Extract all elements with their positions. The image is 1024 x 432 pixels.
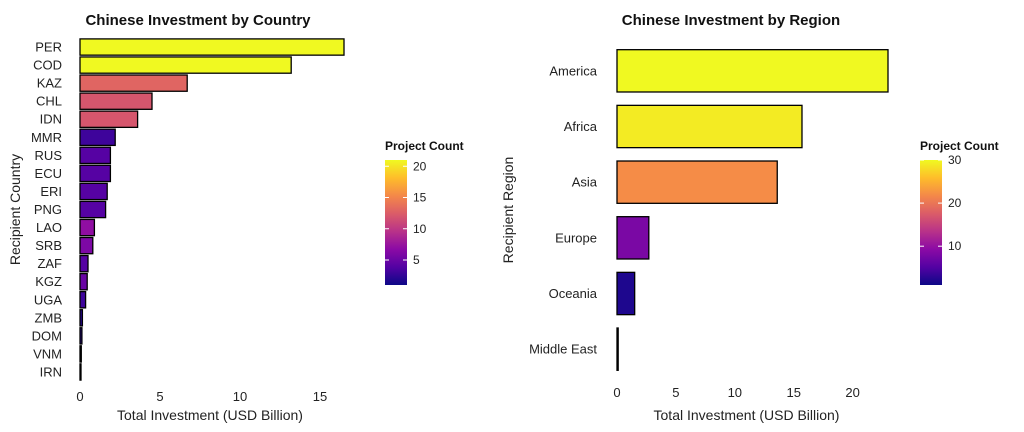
legend-title: Project Count [920,139,999,153]
y-tick-label: MMR [31,130,62,145]
bar-zaf [79,254,89,273]
x-tick-label: 10 [233,389,247,404]
bar-vnm [79,345,82,363]
bar-asia [616,160,778,204]
y-tick-label: KAZ [37,76,62,91]
colorbar-legend: Project Count 10 20 30 [920,139,999,285]
y-tick-label: Africa [564,119,598,134]
bar-cod [79,56,292,74]
y-tick-label: SRB [35,238,62,253]
y-tick-label: KGZ [35,274,62,289]
colorbar [385,160,407,285]
bar-irn [79,363,82,381]
x-tick-label: 10 [728,385,742,400]
chart-title: Chinese Investment by Region [622,12,840,29]
bar-america [616,49,889,93]
x-tick-label: 5 [672,385,679,400]
legend-title: Project Count [385,139,464,153]
bar-kaz [79,74,188,92]
y-tick-label: Europe [555,230,597,245]
colorbar-legend: Project Count 5 10 15 20 [385,139,464,285]
legend-tick-label: 15 [413,191,427,205]
y-tick-label: IRN [40,364,62,379]
legend-tick-label: 20 [948,196,962,210]
y-tick-label: LAO [36,220,62,235]
bar-eri [79,182,108,201]
bar-idn [79,110,139,129]
y-tick-label: RUS [35,148,63,163]
chart-panel-2: Chinese Investment by Region America Afric… [500,12,999,423]
bar-africa [616,104,803,149]
x-tick-label: 5 [156,389,163,404]
x-tick-label: 20 [845,385,859,400]
y-tick-label: ZMB [35,310,62,325]
bar-per [79,38,345,56]
bar-mmr [79,128,116,147]
y-tick-label: Middle East [529,342,597,357]
legend-tick-label: 30 [948,153,962,167]
legend-tick-label: 5 [413,253,420,267]
bar-middle-east [616,327,619,371]
y-tick-label: ZAF [37,256,62,271]
chart-title: Chinese Investment by Country [85,12,311,29]
legend-tick-label: 10 [948,239,962,253]
x-tick-label: 15 [313,389,327,404]
bar-kgz [79,272,88,291]
y-tick-label: ECU [35,166,62,181]
x-tick-label: 0 [613,385,620,400]
bar-rus [79,146,112,165]
y-tick-label: DOM [32,328,62,343]
y-tick-label: IDN [40,112,62,127]
chart-panel-1: Chinese Investment by Country PER COD KAZ CH… [7,12,464,423]
y-tick-label: Oceania [549,286,598,301]
x-tick-label: 0 [76,389,83,404]
bar-srb [79,236,94,255]
x-axis-label: Total Investment (USD Billion) [117,407,303,423]
y-tick-label: CHL [36,94,62,109]
y-tick-label: America [549,63,597,78]
y-tick-label: UGA [34,292,63,307]
y-tick-label: COD [33,58,62,73]
y-axis-label: Recipient Region [500,157,516,264]
bar-chl [79,92,153,110]
y-tick-label: ERI [40,184,62,199]
y-tick-label: Asia [572,175,598,190]
y-axis-label: Recipient Country [7,154,23,265]
x-axis-label: Total Investment (USD Billion) [654,407,840,423]
bar-lao [79,218,96,237]
bar-europe [616,216,650,260]
x-tick-label: 15 [787,385,801,400]
bar-png [79,200,107,219]
bar-oceania [616,271,636,316]
bar-ecu [79,164,112,183]
legend-tick-label: 20 [413,159,427,173]
bar-zmb [79,309,84,327]
y-tick-label: PER [35,40,62,55]
y-tick-label: VNM [33,346,62,361]
bar-uga [79,290,87,309]
colorbar [920,160,942,285]
bar-dom [79,327,83,345]
legend-tick-label: 10 [413,222,427,236]
y-tick-label: PNG [34,202,62,217]
